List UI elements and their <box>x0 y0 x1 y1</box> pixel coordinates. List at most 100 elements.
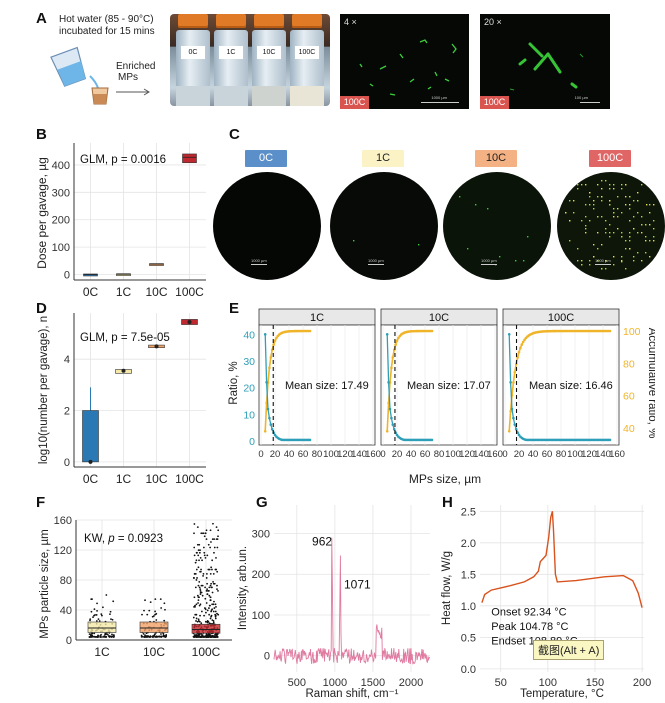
jitter-point <box>206 572 208 575</box>
jitter-point <box>199 603 202 606</box>
x-tick-label: 100 <box>445 449 461 460</box>
jitter-point <box>193 546 196 549</box>
facet-label: 10C <box>429 312 449 324</box>
y-tick-right: 80 <box>623 358 635 370</box>
onset-label: Onset 92.34 °C <box>491 606 566 618</box>
x-tick-label: 20 <box>270 449 281 460</box>
x-tick-label: 100 <box>539 677 557 689</box>
jitter-point <box>200 532 203 535</box>
y-axis-label: Dose per gavage, µg <box>36 157 49 269</box>
jitter-point <box>196 594 199 597</box>
jitter-point <box>200 591 203 594</box>
x-tick-label: 80 <box>312 449 323 460</box>
panel-a-caption-line1: Hot water (85 - 90°C) <box>59 14 154 25</box>
jitter-point <box>149 601 152 604</box>
jitter-point <box>152 636 154 638</box>
jitter-point <box>210 609 213 612</box>
jitter-point <box>216 546 219 549</box>
jitter-point <box>154 610 157 613</box>
jitter-point <box>201 559 203 562</box>
jitter-point <box>199 549 201 552</box>
jitter-point <box>208 586 211 589</box>
jitter-point <box>206 609 209 612</box>
jitter-point <box>158 635 161 638</box>
x-axis-label: Temperature, °C <box>520 688 604 700</box>
jitter-point <box>209 633 211 636</box>
jitter-point <box>95 614 98 616</box>
panel-label-h: H <box>442 494 453 511</box>
jitter-point <box>97 618 100 621</box>
jitter-point <box>217 535 219 538</box>
jitter-point <box>216 588 218 591</box>
jitter-point <box>110 618 112 621</box>
jitter-point <box>202 575 204 577</box>
chart-g: 0 100 200 300 500 1000 1500 2000 962 1071 Intensit… <box>237 505 431 700</box>
chart-h: 0.0 0.5 1.0 1.5 2.0 2.5 50 100 150 200 Onset 92.34… <box>441 505 651 700</box>
jitter-point <box>194 572 197 575</box>
jitter-point <box>209 599 212 602</box>
dish-badge-0c: 0C <box>245 150 287 167</box>
jitter-point <box>209 584 212 587</box>
panel-a-caption-line2: incubated for 15 mins <box>59 26 155 37</box>
jitter-point <box>213 538 216 541</box>
bottle-100c: 100C <box>290 14 324 106</box>
jitter-point <box>209 596 212 599</box>
jitter-point <box>163 602 166 605</box>
x-tick-label: 10C <box>145 285 167 299</box>
x-tick-label: 140 <box>351 449 367 460</box>
jitter-point <box>199 589 202 592</box>
jitter-point <box>196 526 199 529</box>
chart-e: Ratio, % Accumulative ratio, % 0 10 20 30 40 40… <box>228 308 655 486</box>
micrograph-20x: 20 × 100C 100 µm <box>480 14 610 109</box>
jitter-point <box>208 594 211 597</box>
jitter-point <box>113 635 115 638</box>
jitter-point <box>197 602 199 604</box>
x-tick-label: 100 <box>323 449 339 460</box>
y-tick-label: 80 <box>60 575 72 587</box>
x-tick-label: 60 <box>542 449 553 460</box>
panel-label-b: B <box>36 126 47 143</box>
y-axis-label: Intensity, arb.un. <box>237 546 249 630</box>
box-0C <box>83 273 98 277</box>
x-tick-label: 100C <box>175 472 204 486</box>
jitter-point <box>216 636 219 638</box>
jitter-point <box>197 618 200 621</box>
y-tick-label: 100 <box>252 610 270 622</box>
y-tick-right: 60 <box>623 391 635 403</box>
jitter-point <box>109 613 111 616</box>
jitter-point <box>216 538 219 541</box>
y-tick-label: 0 <box>264 651 270 663</box>
jitter-point <box>204 532 207 535</box>
jitter-point <box>165 634 168 636</box>
median-point <box>154 344 159 349</box>
jitter-point <box>215 556 217 559</box>
jitter-point <box>207 634 209 637</box>
x-tick-label: 1000 <box>323 677 347 689</box>
y-tick-label: 1.0 <box>461 601 476 613</box>
pouring-beaker-illustration <box>50 46 150 105</box>
jitter-point <box>95 620 98 622</box>
box-10C <box>149 263 164 266</box>
jitter-point <box>198 604 201 607</box>
jitter-point <box>214 614 217 617</box>
jitter-point <box>203 607 206 609</box>
y-tick-label: 0.0 <box>461 664 476 676</box>
jitter-point <box>199 593 202 596</box>
jitter-point <box>207 568 210 571</box>
jitter-point <box>205 577 208 579</box>
jitter-point <box>162 632 165 635</box>
jitter-point <box>110 636 113 638</box>
jitter-point <box>210 541 212 543</box>
x-tick-label: 60 <box>420 449 431 460</box>
x-tick-label: 60 <box>298 449 309 460</box>
jitter-point <box>199 556 202 559</box>
jitter-point <box>194 604 196 607</box>
jitter-point <box>106 633 109 636</box>
y-tick-label: 120 <box>54 545 72 557</box>
jitter-point <box>207 543 210 546</box>
y-tick-label: 0 <box>64 457 70 469</box>
dish-scale-label: 1000 µm <box>481 258 497 263</box>
jitter-point <box>206 620 209 622</box>
jitter-point <box>206 621 209 624</box>
x-tick-label: 2000 <box>399 677 423 689</box>
